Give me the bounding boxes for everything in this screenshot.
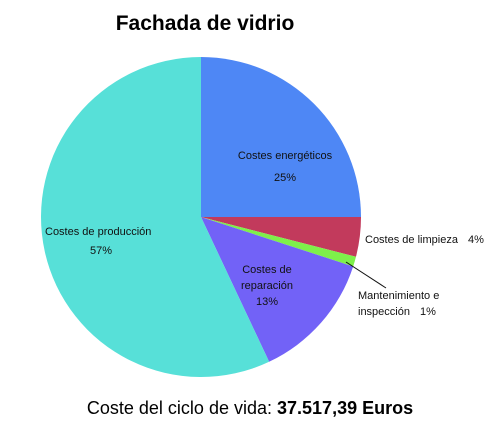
pie-slice xyxy=(41,57,270,378)
slice-label: Mantenimiento e inspección xyxy=(358,290,440,318)
slice-value-label: 13% xyxy=(255,296,279,308)
pie-slice xyxy=(201,57,361,217)
pie-slice xyxy=(201,217,356,267)
slice-value-label: 1% xyxy=(420,306,436,318)
slice-label: Costes energéticos xyxy=(237,150,333,162)
pie-slice xyxy=(201,217,361,257)
chart-title: Fachada de vidrio xyxy=(115,12,295,35)
leader-line xyxy=(345,261,387,289)
slice-label: Costes de reparación xyxy=(241,264,293,292)
footer-label: Coste del ciclo de vida: xyxy=(86,398,272,418)
slice-label: Costes de limpieza xyxy=(365,234,458,246)
slice-value-label: 25% xyxy=(273,172,297,184)
pie-slice xyxy=(201,217,354,362)
footer: Coste del ciclo de vida: 37.517,39 Euros xyxy=(0,398,500,419)
footer-value: 37.517,39 Euros xyxy=(277,398,414,418)
slice-label: Costes de producción xyxy=(45,226,152,238)
slice-value-label: 57% xyxy=(90,245,113,257)
slice-value-label: 4% xyxy=(468,234,484,246)
